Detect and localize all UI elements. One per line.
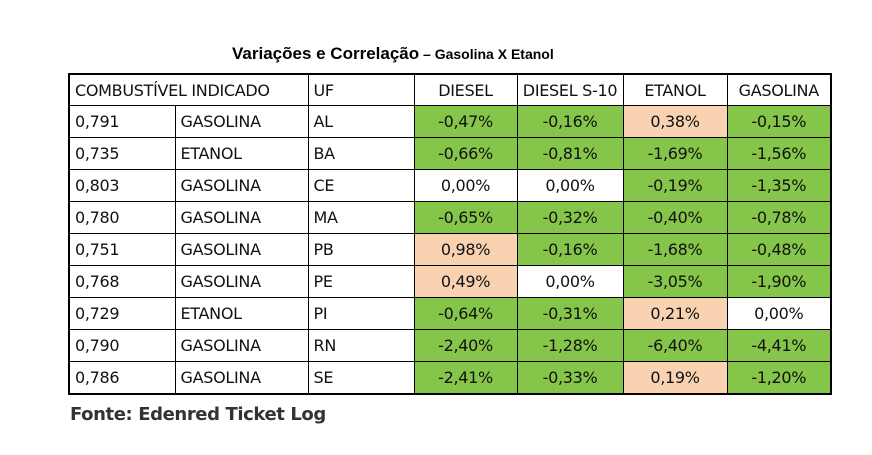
cell-gasolina: -4,41% xyxy=(726,329,832,362)
cell-etanol: -6,40% xyxy=(622,329,728,362)
cell-diesel: -2,40% xyxy=(413,329,518,362)
table-row: 0,729 ETANOL PI -0,64% -0,31% 0,21% 0,00% xyxy=(68,297,832,330)
cell-diesel: -0,64% xyxy=(413,297,518,330)
source-note: Fonte: Edenred Ticket Log xyxy=(70,404,326,425)
cell-uf: PB xyxy=(307,233,415,266)
cell-etanol: -0,40% xyxy=(622,201,728,234)
cell-etanol: -3,05% xyxy=(622,265,728,298)
cell-uf: MA xyxy=(307,201,415,234)
header-uf: UF xyxy=(307,73,415,106)
cell-ratio: 0,790 xyxy=(68,329,176,362)
cell-diesel: -0,47% xyxy=(413,105,518,138)
cell-gasolina: -1,35% xyxy=(726,169,832,202)
cell-etanol: 0,21% xyxy=(622,297,728,330)
cell-diesel: 0,98% xyxy=(413,233,518,266)
header-gasolina: GASOLINA xyxy=(726,73,832,106)
fuel-price-table: COMBUSTÍVEL INDICADO UF DIESEL DIESEL S-… xyxy=(68,73,832,395)
cell-ratio: 0,786 xyxy=(68,361,176,395)
cell-diesel: -0,65% xyxy=(413,201,518,234)
cell-etanol: 0,38% xyxy=(622,105,728,138)
cell-ratio: 0,791 xyxy=(68,105,176,138)
cell-ratio: 0,780 xyxy=(68,201,176,234)
cell-diesel-s10: -1,28% xyxy=(516,329,624,362)
title-main: Variações e Correlação xyxy=(232,44,420,63)
cell-fuel: ETANOL xyxy=(174,137,309,170)
header-combustivel-indicado: COMBUSTÍVEL INDICADO xyxy=(68,73,309,106)
cell-fuel: GASOLINA xyxy=(174,169,309,202)
header-diesel-s10: DIESEL S-10 xyxy=(516,73,624,106)
cell-uf: SE xyxy=(307,361,415,395)
cell-etanol: -0,19% xyxy=(622,169,728,202)
cell-fuel: GASOLINA xyxy=(174,329,309,362)
cell-etanol: -1,69% xyxy=(622,137,728,170)
cell-fuel: GASOLINA xyxy=(174,233,309,266)
cell-ratio: 0,803 xyxy=(68,169,176,202)
cell-fuel: GASOLINA xyxy=(174,361,309,395)
table-row: 0,803 GASOLINA CE 0,00% 0,00% -0,19% -1,35% xyxy=(68,169,832,202)
cell-ratio: 0,751 xyxy=(68,233,176,266)
cell-uf: PI xyxy=(307,297,415,330)
cell-etanol: -1,68% xyxy=(622,233,728,266)
cell-gasolina: -1,90% xyxy=(726,265,832,298)
table-row: 0,735 ETANOL BA -0,66% -0,81% -1,69% -1,56% xyxy=(68,137,832,170)
title-sub: – Gasolina X Etanol xyxy=(419,46,554,62)
cell-fuel: GASOLINA xyxy=(174,201,309,234)
cell-ratio: 0,768 xyxy=(68,265,176,298)
cell-diesel: -2,41% xyxy=(413,361,518,395)
cell-uf: AL xyxy=(307,105,415,138)
cell-uf: RN xyxy=(307,329,415,362)
table-row: 0,768 GASOLINA PE 0,49% 0,00% -3,05% -1,90% xyxy=(68,265,832,298)
table-row: 0,790 GASOLINA RN -2,40% -1,28% -6,40% -4,41% xyxy=(68,329,832,362)
table-row: 0,786 GASOLINA SE -2,41% -0,33% 0,19% -1,20% xyxy=(68,361,832,395)
cell-diesel-s10: -0,31% xyxy=(516,297,624,330)
cell-diesel-s10: -0,16% xyxy=(516,233,624,266)
cell-gasolina: -1,20% xyxy=(726,361,832,395)
cell-diesel: 0,49% xyxy=(413,265,518,298)
table-header-row: COMBUSTÍVEL INDICADO UF DIESEL DIESEL S-… xyxy=(68,73,832,106)
cell-diesel: -0,66% xyxy=(413,137,518,170)
cell-diesel-s10: -0,33% xyxy=(516,361,624,395)
cell-gasolina: -0,15% xyxy=(726,105,832,138)
cell-gasolina: -0,48% xyxy=(726,233,832,266)
cell-diesel-s10: 0,00% xyxy=(516,265,624,298)
cell-diesel-s10: -0,16% xyxy=(516,105,624,138)
cell-diesel-s10: -0,81% xyxy=(516,137,624,170)
cell-diesel-s10: -0,32% xyxy=(516,201,624,234)
cell-fuel: ETANOL xyxy=(174,297,309,330)
cell-gasolina: -0,78% xyxy=(726,201,832,234)
cell-ratio: 0,735 xyxy=(68,137,176,170)
cell-etanol: 0,19% xyxy=(622,361,728,395)
table-row: 0,751 GASOLINA PB 0,98% -0,16% -1,68% -0,48% xyxy=(68,233,832,266)
cell-fuel: GASOLINA xyxy=(174,265,309,298)
cell-uf: PE xyxy=(307,265,415,298)
cell-fuel: GASOLINA xyxy=(174,105,309,138)
table-title: Variações e Correlação – Gasolina X Etan… xyxy=(232,44,554,64)
table-row: 0,791 GASOLINA AL -0,47% -0,16% 0,38% -0,15% xyxy=(68,105,832,138)
cell-uf: CE xyxy=(307,169,415,202)
table-row: 0,780 GASOLINA MA -0,65% -0,32% -0,40% -0,78% xyxy=(68,201,832,234)
cell-gasolina: -1,56% xyxy=(726,137,832,170)
header-diesel: DIESEL xyxy=(413,73,518,106)
cell-ratio: 0,729 xyxy=(68,297,176,330)
cell-diesel-s10: 0,00% xyxy=(516,169,624,202)
cell-uf: BA xyxy=(307,137,415,170)
header-etanol: ETANOL xyxy=(622,73,728,106)
cell-diesel: 0,00% xyxy=(413,169,518,202)
table-body: COMBUSTÍVEL INDICADO UF DIESEL DIESEL S-… xyxy=(68,73,832,395)
cell-gasolina: 0,00% xyxy=(726,297,832,330)
